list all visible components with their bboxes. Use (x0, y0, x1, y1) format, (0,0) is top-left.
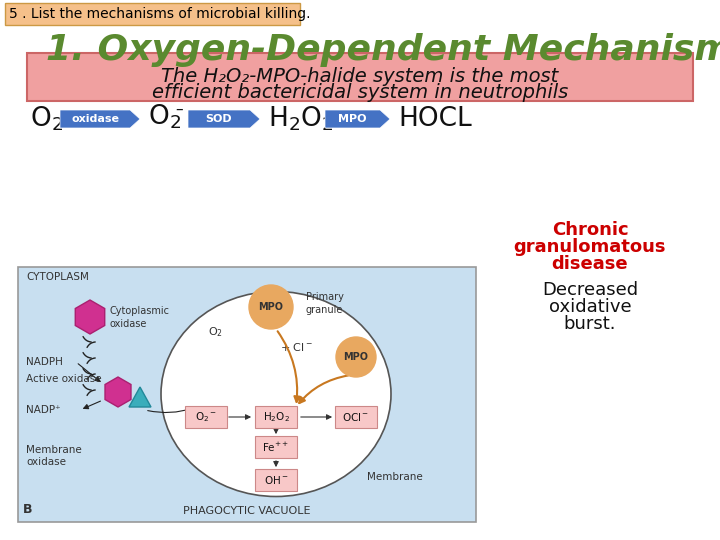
FancyBboxPatch shape (255, 469, 297, 491)
Text: –: – (175, 102, 183, 117)
Ellipse shape (161, 292, 391, 496)
Text: oxidase: oxidase (110, 319, 148, 329)
Text: HOCL: HOCL (398, 106, 472, 132)
Text: efficient bactericidal system in neutrophils: efficient bactericidal system in neutrop… (152, 84, 568, 103)
Text: disease: disease (552, 255, 629, 273)
Text: 5 . List the mechanisms of microbial killing.: 5 . List the mechanisms of microbial kil… (9, 7, 310, 21)
Text: O$_2$: O$_2$ (148, 103, 181, 131)
Text: SOD: SOD (206, 114, 233, 124)
Text: + Cl$^-$: + Cl$^-$ (279, 341, 312, 353)
Text: Fe$^{++}$: Fe$^{++}$ (262, 441, 289, 454)
Text: MPO: MPO (258, 302, 284, 312)
Text: PHAGOCYTIC VACUOLE: PHAGOCYTIC VACUOLE (184, 506, 311, 516)
Text: granulomatous: granulomatous (514, 238, 666, 256)
Text: Active oxidase: Active oxidase (26, 374, 102, 384)
Text: MPO: MPO (338, 114, 366, 124)
Text: NADPH: NADPH (26, 357, 63, 367)
Text: Membrane: Membrane (26, 445, 82, 455)
FancyBboxPatch shape (5, 3, 300, 25)
Polygon shape (129, 387, 151, 407)
Text: B: B (23, 503, 32, 516)
FancyBboxPatch shape (185, 406, 227, 428)
Polygon shape (105, 377, 131, 407)
Text: NADP⁺: NADP⁺ (26, 405, 60, 415)
Text: granule: granule (306, 305, 343, 315)
Text: MPO: MPO (343, 352, 369, 362)
Circle shape (249, 285, 293, 329)
FancyBboxPatch shape (255, 406, 297, 428)
Text: O$_2$$^-$: O$_2$$^-$ (195, 410, 217, 424)
Text: 1. Oxygen-Dependent Mechanisms: 1. Oxygen-Dependent Mechanisms (46, 33, 720, 67)
FancyBboxPatch shape (335, 406, 377, 428)
FancyBboxPatch shape (27, 53, 693, 101)
Text: Membrane: Membrane (367, 472, 423, 482)
Polygon shape (325, 110, 390, 128)
Text: The H₂O₂-MPO-halide system is the most: The H₂O₂-MPO-halide system is the most (161, 68, 559, 86)
Text: H$_2$O$_2$: H$_2$O$_2$ (268, 105, 333, 133)
Text: burst.: burst. (564, 315, 616, 333)
Text: O$_2$: O$_2$ (30, 105, 63, 133)
Circle shape (336, 337, 376, 377)
FancyBboxPatch shape (255, 436, 297, 458)
Text: CYTOPLASM: CYTOPLASM (26, 272, 89, 282)
Text: oxidase: oxidase (26, 457, 66, 467)
Polygon shape (76, 300, 104, 334)
Text: H$_2$O$_2$: H$_2$O$_2$ (263, 410, 289, 424)
Text: Primary: Primary (306, 292, 344, 302)
Text: OH$^-$: OH$^-$ (264, 474, 289, 486)
Text: oxidase: oxidase (71, 114, 119, 124)
Text: Chronic: Chronic (552, 221, 629, 239)
Polygon shape (60, 110, 140, 128)
Text: oxidative: oxidative (549, 298, 631, 316)
Polygon shape (188, 110, 260, 128)
FancyBboxPatch shape (18, 267, 476, 522)
Text: OCl$^-$: OCl$^-$ (343, 411, 369, 423)
Text: O$_2$: O$_2$ (209, 325, 223, 339)
Text: Cytoplasmic: Cytoplasmic (110, 306, 170, 316)
Text: Decreased: Decreased (542, 281, 638, 299)
